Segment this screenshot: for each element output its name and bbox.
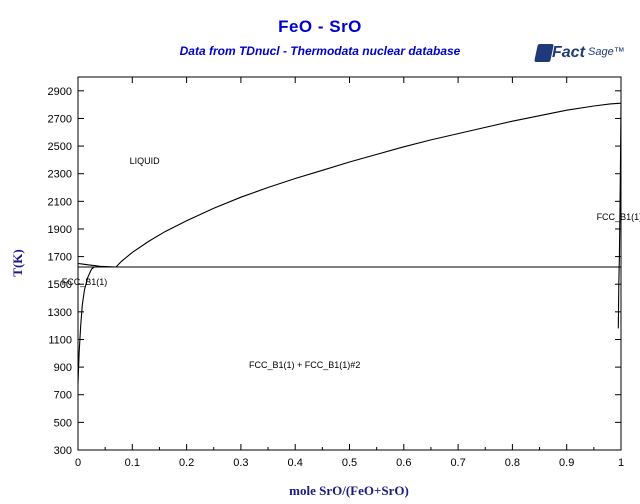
x-tick-label: 0.8 (505, 457, 520, 469)
phase-boundary-line-4 (77, 266, 95, 384)
y-tick-label: 2700 (48, 113, 72, 125)
y-tick-label: 2100 (48, 196, 72, 208)
x-tick-label: 0.2 (179, 457, 194, 469)
x-tick-label: 0.9 (559, 457, 574, 469)
chart-title: FeO - SrO (278, 17, 362, 36)
phase-label: LIQUID (130, 156, 161, 166)
x-tick-label: 0.3 (233, 457, 248, 469)
chart-subtitle: Data from TDnucl - Thermodata nuclear da… (179, 44, 461, 58)
y-tick-label: 2300 (48, 169, 72, 181)
x-tick-label: 0.7 (450, 457, 465, 469)
y-tick-label: 700 (54, 390, 72, 402)
y-tick-label: 300 (54, 445, 72, 457)
y-tick-label: 1300 (48, 307, 72, 319)
x-axis: 0 0.1 0.2 0.3 0.4 0.5 0.6 0.7 0.8 0.9 1 (75, 77, 624, 469)
y-tick-label: 1100 (48, 334, 72, 346)
logo-fact-text: Fact (552, 44, 585, 61)
y-tick-label: 900 (54, 362, 72, 374)
logo-sage-text: Sage™ (588, 46, 625, 58)
factsage-logo: Fact Sage™ (534, 40, 625, 74)
phase-label: FCC_B1(1) (597, 212, 640, 222)
y-tick-label: 1500 (48, 279, 72, 291)
x-tick-label: 0 (75, 457, 81, 469)
x-axis-label: mole SrO/(FeO+SrO) (289, 483, 409, 498)
phase-label: FCC_B1(1) (62, 277, 108, 287)
y-tick-label: 2500 (48, 141, 72, 153)
phase-label: FCC_B1(1) + FCC_B1(1)#2 (249, 360, 360, 370)
annotation-group: LIQUID FCC_B1(1) FCC_B1(1) FCC_B1(1) + FCC_… (62, 156, 640, 370)
y-tick-label: 500 (54, 417, 72, 429)
x-tick-label: 0.5 (342, 457, 357, 469)
y-tick-label: 1900 (48, 224, 72, 236)
phase-boundary-line-2 (115, 102, 622, 268)
y-axis: 300 500 700 900 1100 1300 1500 1700 1900 2100 2300… (48, 86, 621, 457)
x-tick-label: 1 (618, 457, 624, 469)
x-tick-label: 0.6 (396, 457, 411, 469)
plot-frame (77, 76, 622, 451)
y-axis-label: T(K) (10, 249, 25, 276)
y-tick-label: 1700 (48, 252, 72, 264)
x-tick-label: 0.4 (288, 457, 303, 469)
phase-boundary-line-5 (617, 104, 622, 329)
x-tick-label: 0.1 (125, 457, 140, 469)
series-group (77, 102, 622, 384)
y-tick-label: 2900 (48, 86, 72, 98)
